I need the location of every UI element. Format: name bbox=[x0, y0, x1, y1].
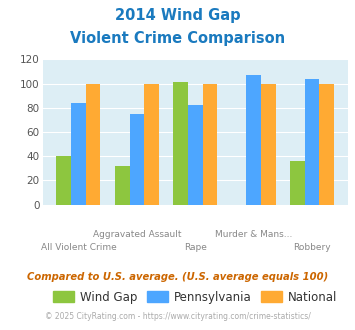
Bar bbox=[86, 83, 100, 205]
Text: 2014 Wind Gap: 2014 Wind Gap bbox=[115, 8, 240, 23]
Bar bbox=[320, 83, 334, 205]
Bar bbox=[203, 83, 217, 205]
Bar bbox=[246, 75, 261, 205]
Text: Violent Crime Comparison: Violent Crime Comparison bbox=[70, 31, 285, 46]
Text: © 2025 CityRating.com - https://www.cityrating.com/crime-statistics/: © 2025 CityRating.com - https://www.city… bbox=[45, 312, 310, 321]
Bar bbox=[144, 83, 159, 205]
Text: Compared to U.S. average. (U.S. average equals 100): Compared to U.S. average. (U.S. average … bbox=[27, 272, 328, 282]
Text: Robbery: Robbery bbox=[293, 244, 331, 252]
Bar bbox=[173, 82, 188, 205]
Bar bbox=[115, 166, 130, 205]
Text: Rape: Rape bbox=[184, 244, 207, 252]
Bar bbox=[130, 114, 144, 205]
Bar bbox=[56, 156, 71, 205]
Legend: Wind Gap, Pennsylvania, National: Wind Gap, Pennsylvania, National bbox=[48, 286, 342, 309]
Bar bbox=[261, 83, 275, 205]
Text: Aggravated Assault: Aggravated Assault bbox=[93, 230, 181, 239]
Bar bbox=[71, 103, 86, 205]
Text: Murder & Mans...: Murder & Mans... bbox=[215, 230, 293, 239]
Bar bbox=[290, 161, 305, 205]
Bar bbox=[305, 79, 320, 205]
Text: All Violent Crime: All Violent Crime bbox=[40, 244, 116, 252]
Bar bbox=[188, 105, 203, 205]
